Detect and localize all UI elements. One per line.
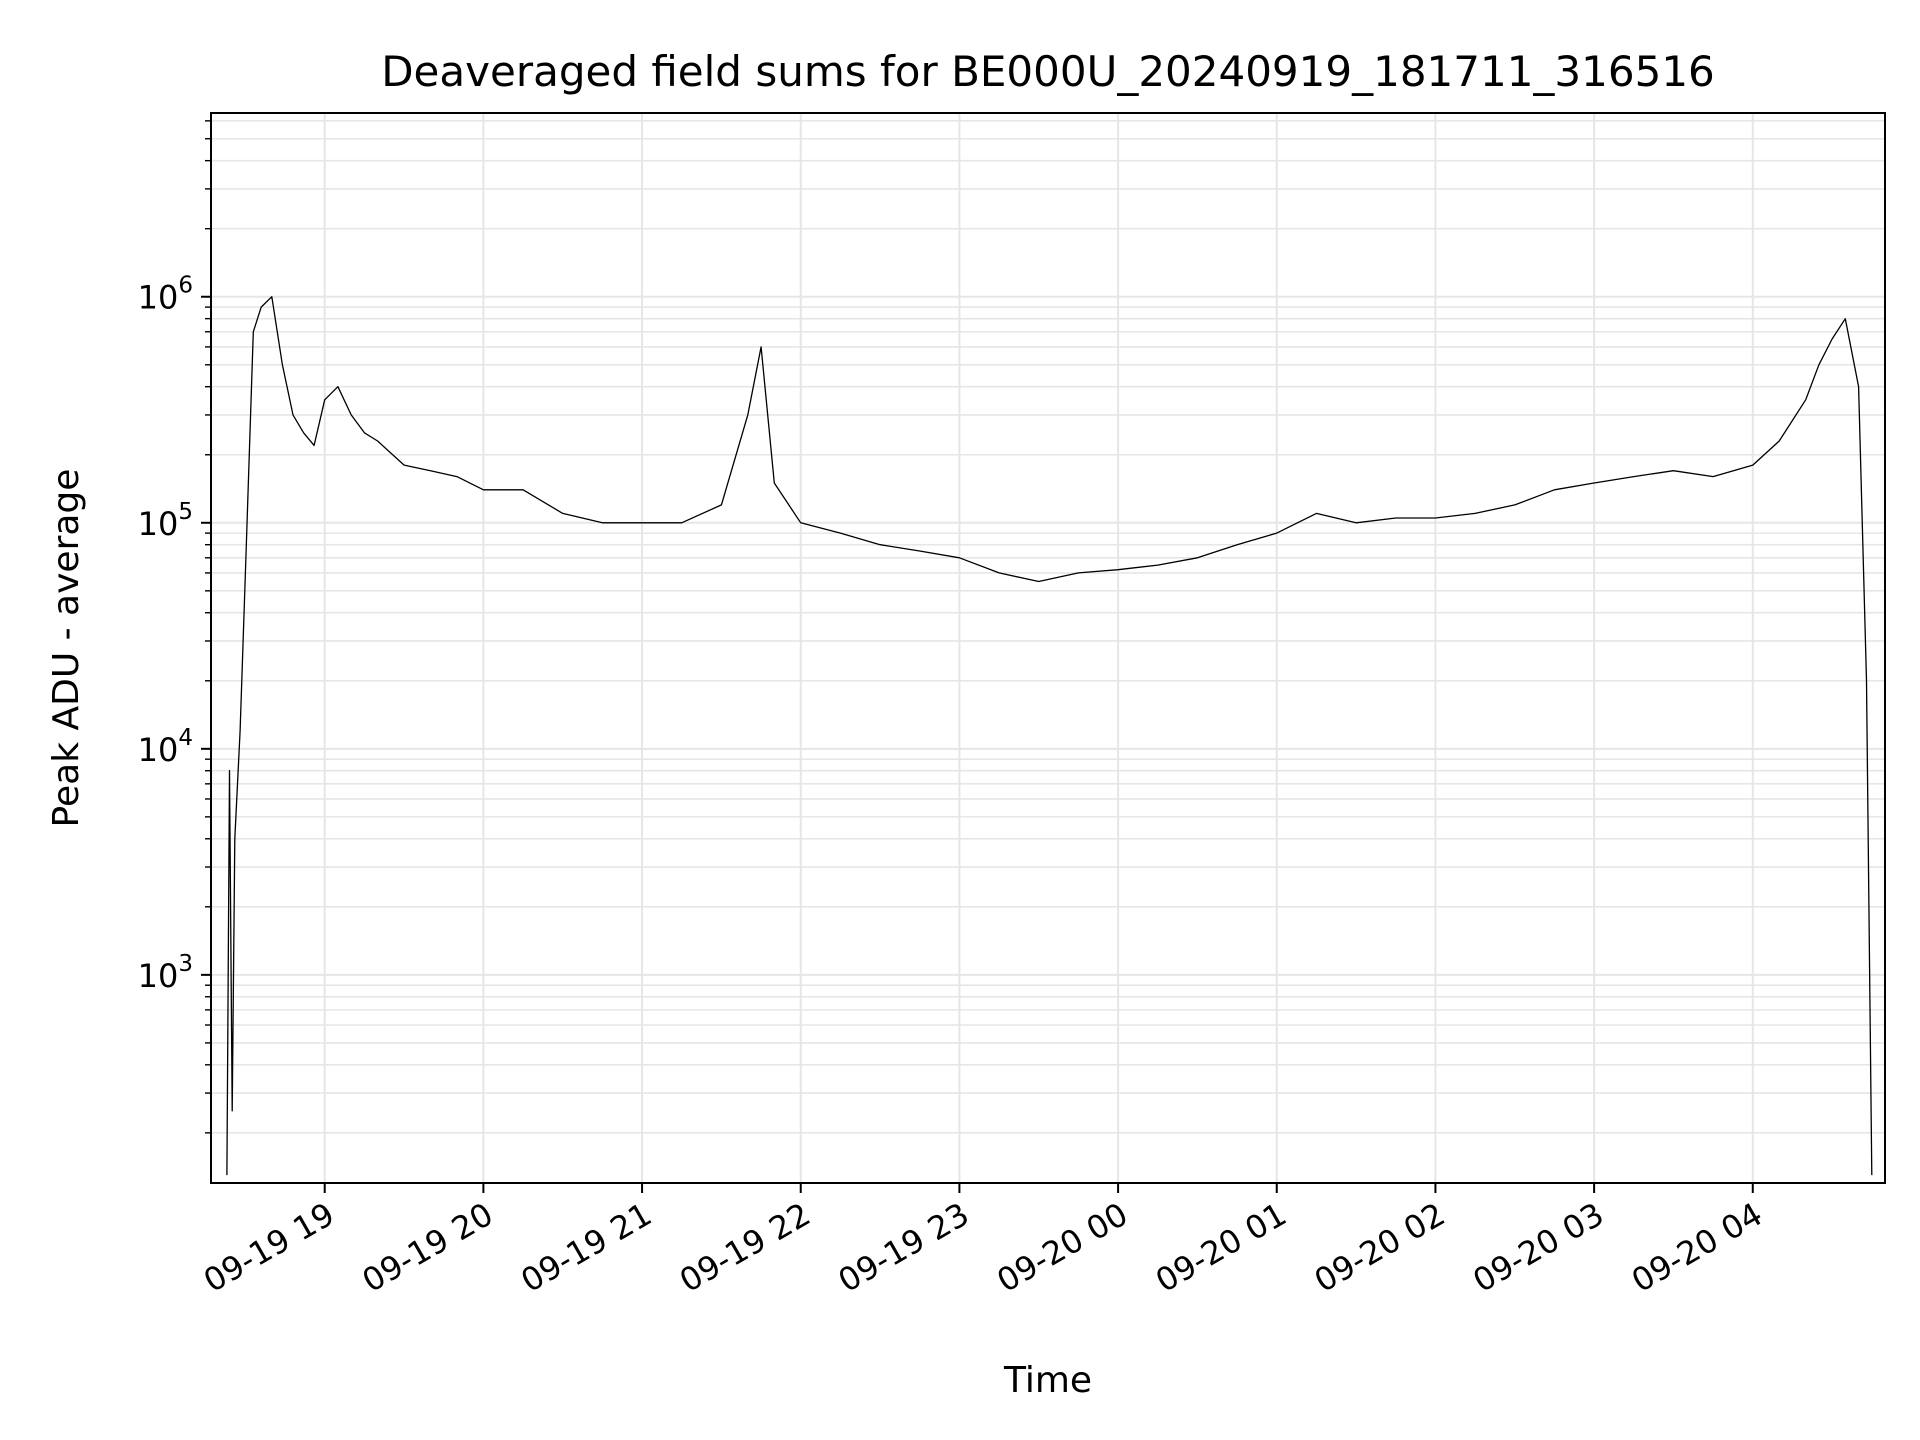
- plot-area: [226, 296, 1873, 1176]
- y-tick-exponent: 4: [178, 725, 193, 751]
- x-axis-label: Time: [1003, 1360, 1092, 1401]
- chart-title: Deaveraged field sums for BE000U_2024091…: [381, 47, 1715, 96]
- y-tick-exponent: 5: [178, 499, 193, 525]
- y-axis-label: Peak ADU - average: [46, 469, 87, 828]
- y-tick-exponent: 3: [178, 951, 193, 977]
- y-tick-label: 104: [138, 725, 193, 769]
- series-line: [226, 296, 1873, 1176]
- minor-grid: [211, 120, 1885, 1134]
- plot-frame: [210, 112, 1886, 1184]
- major-grid: [211, 113, 1885, 1183]
- y-tick-exponent: 6: [178, 273, 193, 299]
